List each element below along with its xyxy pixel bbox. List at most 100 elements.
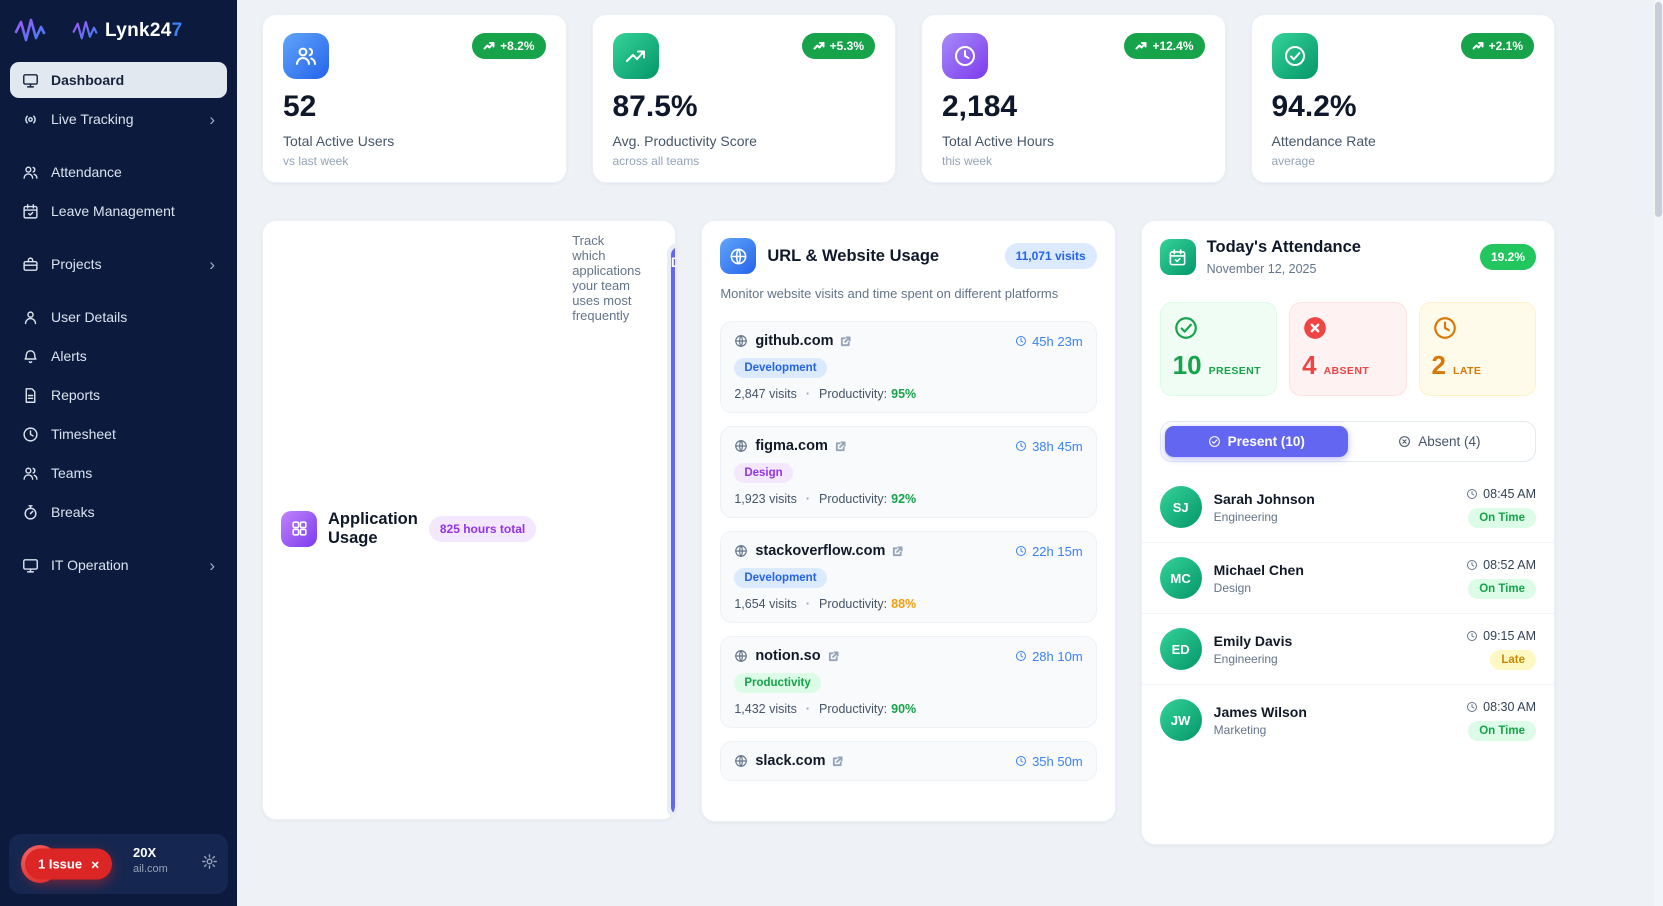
gear-icon[interactable] <box>201 853 218 875</box>
user-info: 20X ail.com <box>133 845 190 875</box>
close-icon[interactable]: × <box>91 856 100 872</box>
stat-sublabel: this week <box>942 154 993 168</box>
tab-present[interactable]: Present (10) <box>1164 426 1348 457</box>
brand-home-link[interactable]: Lynk247 <box>72 20 182 42</box>
sidebar-item-projects[interactable]: Projects › <box>10 246 227 282</box>
attendance-row-james[interactable]: JW James Wilson Marketing 08:30 AM On Ti… <box>1141 684 1554 755</box>
site-domain[interactable]: stackoverflow.com <box>755 543 886 559</box>
page-scrollbar[interactable] <box>1654 0 1663 906</box>
person-name: Sarah Johnson <box>1213 490 1315 507</box>
sidebar-item-it-operation[interactable]: IT Operation › <box>10 547 227 583</box>
sidebar-item-label: Breaks <box>51 504 95 520</box>
tab-distribution[interactable]: Distribution <box>670 247 676 815</box>
late-summary-card[interactable]: 2 LATE <box>1418 302 1536 396</box>
sidebar-item-reports[interactable]: Reports <box>10 377 227 413</box>
chevron-right-icon: › <box>209 555 215 575</box>
stat-card-active-hours: +12.4% 2,184 Total Active Hours this wee… <box>921 14 1226 183</box>
users-icon <box>283 33 329 79</box>
stat-sublabel: vs last week <box>283 154 349 168</box>
brand-name: Lynk247 <box>105 20 183 41</box>
check-circle-icon <box>1173 315 1264 341</box>
check-in-time: 08:45 AM <box>1466 487 1536 501</box>
site-domain[interactable]: github.com <box>755 333 834 349</box>
trending-up-icon <box>813 42 825 50</box>
attendance-row-michael[interactable]: MC Michael Chen Design 08:52 AM On Time <box>1141 542 1554 613</box>
stat-value: 2,184 <box>942 90 1018 123</box>
trend-badge: +12.4% <box>1124 33 1205 59</box>
stat-label: Total Active Hours <box>942 133 1055 149</box>
hours-total-badge: 825 hours total <box>428 515 537 542</box>
sidebar-user-card: N 1 Issue × 20X ail.com <box>9 834 228 894</box>
trending-up-icon <box>483 42 495 50</box>
issue-badge[interactable]: 1 Issue × <box>25 848 113 880</box>
briefcase-icon <box>22 255 40 273</box>
panels-row: Application Usage 825 hours total Track … <box>262 220 1555 845</box>
sidebar-item-label: User Details <box>51 309 128 325</box>
site-visits: 2,847 visits <box>734 387 797 401</box>
site-row-figma[interactable]: figma.com 38h 45m Design 1,923 visits Pr… <box>720 426 1097 518</box>
site-row-notion[interactable]: notion.so 28h 10m Productivity 1,432 vis… <box>720 636 1097 728</box>
sidebar-item-user-details[interactable]: User Details <box>10 299 227 335</box>
sidebar-item-teams[interactable]: Teams <box>10 455 227 491</box>
external-link-icon[interactable] <box>832 755 844 767</box>
clock-icon <box>1016 336 1027 346</box>
stat-card-attendance-rate: +2.1% 94.2% Attendance Rate average <box>1250 14 1555 183</box>
user-name: 20X <box>133 845 157 860</box>
sidebar-item-label: IT Operation <box>51 557 129 573</box>
panel-title: Application Usage <box>328 509 418 547</box>
scrollbar-thumb[interactable] <box>1655 2 1662 217</box>
avatar: JW <box>1159 699 1202 741</box>
sidebar-item-label: Attendance <box>51 164 122 180</box>
external-link-icon[interactable] <box>892 545 903 557</box>
site-domain[interactable]: notion.so <box>755 648 821 664</box>
sidebar-item-live-tracking[interactable]: Live Tracking › <box>10 101 227 137</box>
separator-dot <box>806 492 810 506</box>
sidebar-item-breaks[interactable]: Breaks <box>10 494 227 530</box>
panel-subtitle: Track which applications your team uses … <box>572 233 641 323</box>
attendance-row-emily[interactable]: ED Emily Davis Engineering 09:15 AM Late <box>1141 613 1554 684</box>
user-email: ail.com <box>133 863 168 875</box>
sidebar-item-dashboard[interactable]: Dashboard <box>10 62 227 98</box>
site-domain[interactable]: slack.com <box>755 753 826 769</box>
sidebar-nav: Dashboard Live Tracking › Attendance Lea… <box>10 62 227 583</box>
person-dept: Engineering <box>1213 509 1278 524</box>
site-row-stackoverflow[interactable]: stackoverflow.com 22h 15m Development 1,… <box>720 531 1097 623</box>
attendance-row-sarah[interactable]: SJ Sarah Johnson Engineering 08:45 AM On… <box>1142 472 1554 542</box>
separator-dot <box>806 387 810 401</box>
site-list: github.com 45h 23m Development 2,847 vis… <box>702 301 1114 781</box>
absent-summary-card[interactable]: 4 ABSENT <box>1289 302 1407 396</box>
sidebar-item-alerts[interactable]: Alerts <box>10 338 227 374</box>
clock-icon <box>1016 651 1027 661</box>
clock-icon <box>1432 315 1523 341</box>
sidebar-item-label: Projects <box>51 256 102 272</box>
attendance-tabs: Present (10) Absent (4) <box>1159 421 1536 462</box>
site-productivity: Productivity: 90% <box>819 702 917 716</box>
x-circle-icon <box>1399 436 1411 447</box>
trend-badge: +2.1% <box>1460 33 1534 59</box>
external-link-icon[interactable] <box>840 335 852 347</box>
sidebar-item-attendance[interactable]: Attendance <box>10 154 227 190</box>
sidebar-item-timesheet[interactable]: Timesheet <box>10 416 227 452</box>
external-link-icon[interactable] <box>835 440 846 452</box>
main-content: +8.2% 52 Total Active Users vs last week… <box>237 0 1663 906</box>
site-row-github[interactable]: github.com 45h 23m Development 2,847 vis… <box>720 321 1097 413</box>
sidebar-item-label: Alerts <box>51 348 87 364</box>
sidebar: Lynk247 Dashboard Live Tracking › Attend… <box>0 0 237 906</box>
sidebar-item-leave-management[interactable]: Leave Management <box>10 193 227 229</box>
clock-icon <box>1016 546 1027 556</box>
site-time: 45h 23m <box>1015 334 1083 349</box>
site-domain[interactable]: figma.com <box>755 438 828 454</box>
present-summary-card[interactable]: 10 PRESENT <box>1159 302 1278 396</box>
sidebar-item-label: Live Tracking <box>51 111 134 127</box>
person-dept: Engineering <box>1213 651 1278 666</box>
external-link-icon[interactable] <box>828 650 839 662</box>
site-productivity: Productivity: 95% <box>819 387 917 401</box>
tab-absent[interactable]: Absent (4) <box>1348 426 1531 457</box>
sidebar-item-label: Reports <box>51 387 101 403</box>
brand: Lynk247 <box>10 12 227 62</box>
stat-label: Attendance Rate <box>1271 133 1376 149</box>
site-row-slack[interactable]: slack.com 35h 50m <box>720 741 1097 781</box>
person-dept: Design <box>1213 580 1252 595</box>
category-badge: Design <box>734 463 793 483</box>
